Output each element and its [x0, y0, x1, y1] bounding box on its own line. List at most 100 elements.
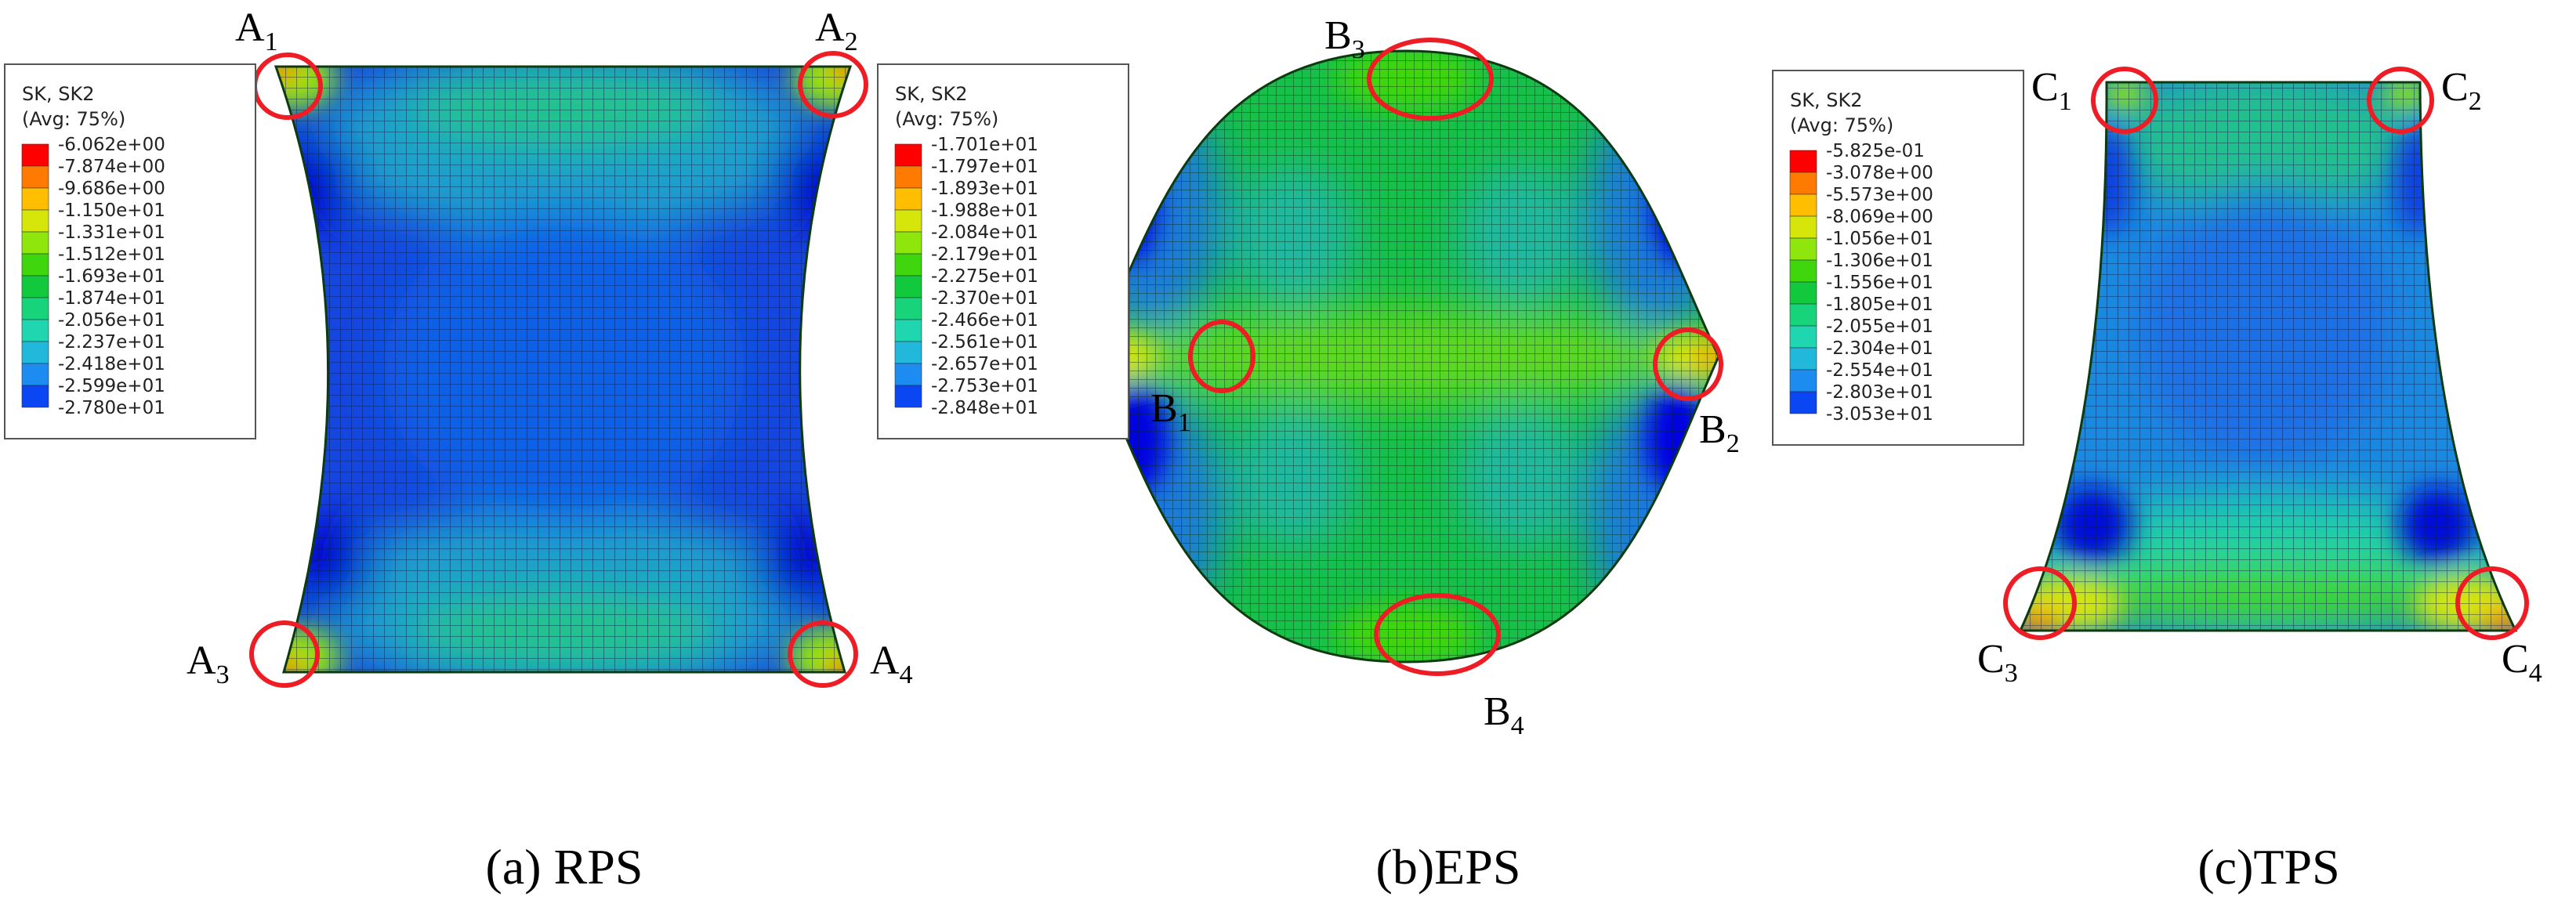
legend-value: -2.599e+01: [58, 376, 165, 396]
legend-color-swatch: [894, 363, 922, 386]
legend-color-swatch: [1789, 303, 1817, 327]
legend-value: -2.370e+01: [931, 288, 1038, 309]
legend-value: -1.056e+01: [1826, 229, 1933, 249]
legend-value: -3.053e+01: [1826, 404, 1933, 425]
legend-color-swatch: [894, 385, 922, 408]
legend-scale: -6.062e+00-7.874e+00-9.686e+00-1.150e+01…: [21, 135, 165, 418]
legend-value: -1.797e+01: [931, 157, 1038, 177]
marker-label-b3: B3: [1324, 13, 1365, 64]
legend-color-swatch: [21, 275, 49, 298]
legend-color-swatch: [894, 341, 922, 364]
marker-label-a2: A2: [815, 5, 858, 56]
legend-value: -2.418e+01: [58, 354, 165, 374]
legend-value: -2.179e+01: [931, 244, 1038, 265]
legend-value: -2.056e+01: [58, 310, 165, 331]
legend-color-swatch: [21, 319, 49, 342]
legend-color-swatch: [21, 231, 49, 255]
legend-value: -5.573e+00: [1826, 185, 1933, 205]
legend-color-swatch: [1789, 215, 1817, 239]
marker-label-c1: C1: [2031, 65, 2072, 116]
legend-value: -2.304e+01: [1826, 338, 1933, 359]
marker-circle-b3: [1367, 38, 1494, 121]
marker-label-a4: A4: [870, 638, 913, 689]
legend-color-swatch: [1789, 347, 1817, 371]
legend-color-swatch: [1789, 391, 1817, 414]
legend-value: -1.988e+01: [931, 201, 1038, 221]
legend-value: -1.805e+01: [1826, 295, 1933, 315]
marker-circle-a4: [788, 620, 858, 688]
rps-outline: [274, 65, 853, 674]
panel-caption-eps: (b)EPS: [1376, 839, 1521, 895]
eps-outline: [1090, 49, 1720, 664]
legend-value: -1.893e+01: [931, 179, 1038, 199]
legend-color-swatch: [894, 209, 922, 233]
marker-circle-b4: [1374, 593, 1501, 676]
panel-tps: C1 C2 C3 C4 (c)TPS: [1977, 65, 2542, 895]
legend-color-swatch: [21, 341, 49, 364]
legend-rps-left: SK, SK2 (Avg: 75%) -6.062e+00-7.874e+00-…: [4, 63, 256, 439]
legend-color-swatch: [1789, 325, 1817, 349]
legend-scale: -1.701e+01-1.797e+01-1.893e+01-1.988e+01…: [894, 135, 1038, 418]
marker-circle-a3: [249, 620, 320, 688]
legend-value: -2.084e+01: [931, 222, 1038, 243]
legend-value: -8.069e+00: [1826, 207, 1933, 227]
legend-avg: (Avg: 75%): [895, 108, 998, 130]
legend-color-swatch: [1789, 150, 1817, 173]
legend-color-swatch: [1789, 281, 1817, 305]
marker-label-b2: B2: [1699, 407, 1740, 458]
marker-label-c4: C4: [2502, 637, 2542, 688]
panel-eps: B1 B2 B3 B4 (b)EPS: [1090, 13, 1740, 895]
legend-color-swatch: [21, 363, 49, 386]
legend-color-swatch: [894, 275, 922, 298]
marker-label-a1: A1: [235, 5, 278, 56]
marker-circle-b2: [1653, 327, 1723, 401]
legend-value: -6.062e+00: [58, 135, 165, 155]
marker-label-a3: A3: [187, 638, 230, 689]
marker-circle-c2: [2367, 67, 2434, 134]
marker-label-c2: C2: [2441, 65, 2482, 116]
legend-color-swatch: [21, 143, 49, 167]
legend-value: -1.150e+01: [58, 201, 165, 221]
legend-color-swatch: [21, 253, 49, 277]
legend-color-swatch: [1789, 369, 1817, 392]
legend-value: -1.556e+01: [1826, 273, 1933, 293]
legend-value: -1.331e+01: [58, 222, 165, 243]
marker-label-c3: C3: [1977, 637, 2018, 688]
marker-circle-b1: [1188, 320, 1255, 393]
legend-value: -2.753e+01: [931, 376, 1038, 396]
legend-color-swatch: [894, 143, 922, 167]
legend-color-swatch: [894, 187, 922, 211]
legend-header: SK, SK2: [895, 83, 967, 105]
legend-color-swatch: [1789, 259, 1817, 283]
legend-color-swatch: [894, 253, 922, 277]
legend-avg: (Avg: 75%): [22, 108, 125, 130]
legend-color-swatch: [21, 385, 49, 408]
legend-color-swatch: [1789, 193, 1817, 217]
legend-value: -2.275e+01: [931, 266, 1038, 287]
marker-label-b4: B4: [1484, 689, 1524, 740]
legend-value: -2.657e+01: [931, 354, 1038, 374]
marker-circle-c1: [2091, 67, 2158, 134]
legend-value: -2.561e+01: [931, 332, 1038, 353]
legend-value: -2.780e+01: [58, 398, 165, 418]
rps-contour-plot: [276, 67, 850, 672]
legend-value: -2.055e+01: [1826, 316, 1933, 337]
legend-value: -1.306e+01: [1826, 251, 1933, 271]
legend-header: SK, SK2: [22, 83, 94, 105]
panel-rps: A1 A2 A3 A4 (a) RPS: [187, 5, 913, 895]
legend-color-swatch: [1789, 172, 1817, 195]
marker-circle-c4: [2455, 566, 2529, 640]
panel-caption-tps: (c)TPS: [2197, 839, 2339, 895]
legend-scale: -5.825e-01-3.078e+00-5.573e+00-8.069e+00…: [1789, 141, 1933, 425]
legend-color-swatch: [21, 165, 49, 189]
legend-value: -2.848e+01: [931, 398, 1038, 418]
legend-color-swatch: [1789, 237, 1817, 261]
marker-label-b1: B1: [1150, 386, 1191, 437]
eps-contour-plot: [1092, 51, 1719, 662]
legend-tps: SK, SK2 (Avg: 75%) -5.825e-01-3.078e+00-…: [1772, 70, 2024, 446]
legend-color-swatch: [894, 165, 922, 189]
marker-circle-c3: [2003, 566, 2077, 640]
legend-color-swatch: [894, 231, 922, 255]
panel-caption-rps: (a) RPS: [486, 839, 643, 895]
